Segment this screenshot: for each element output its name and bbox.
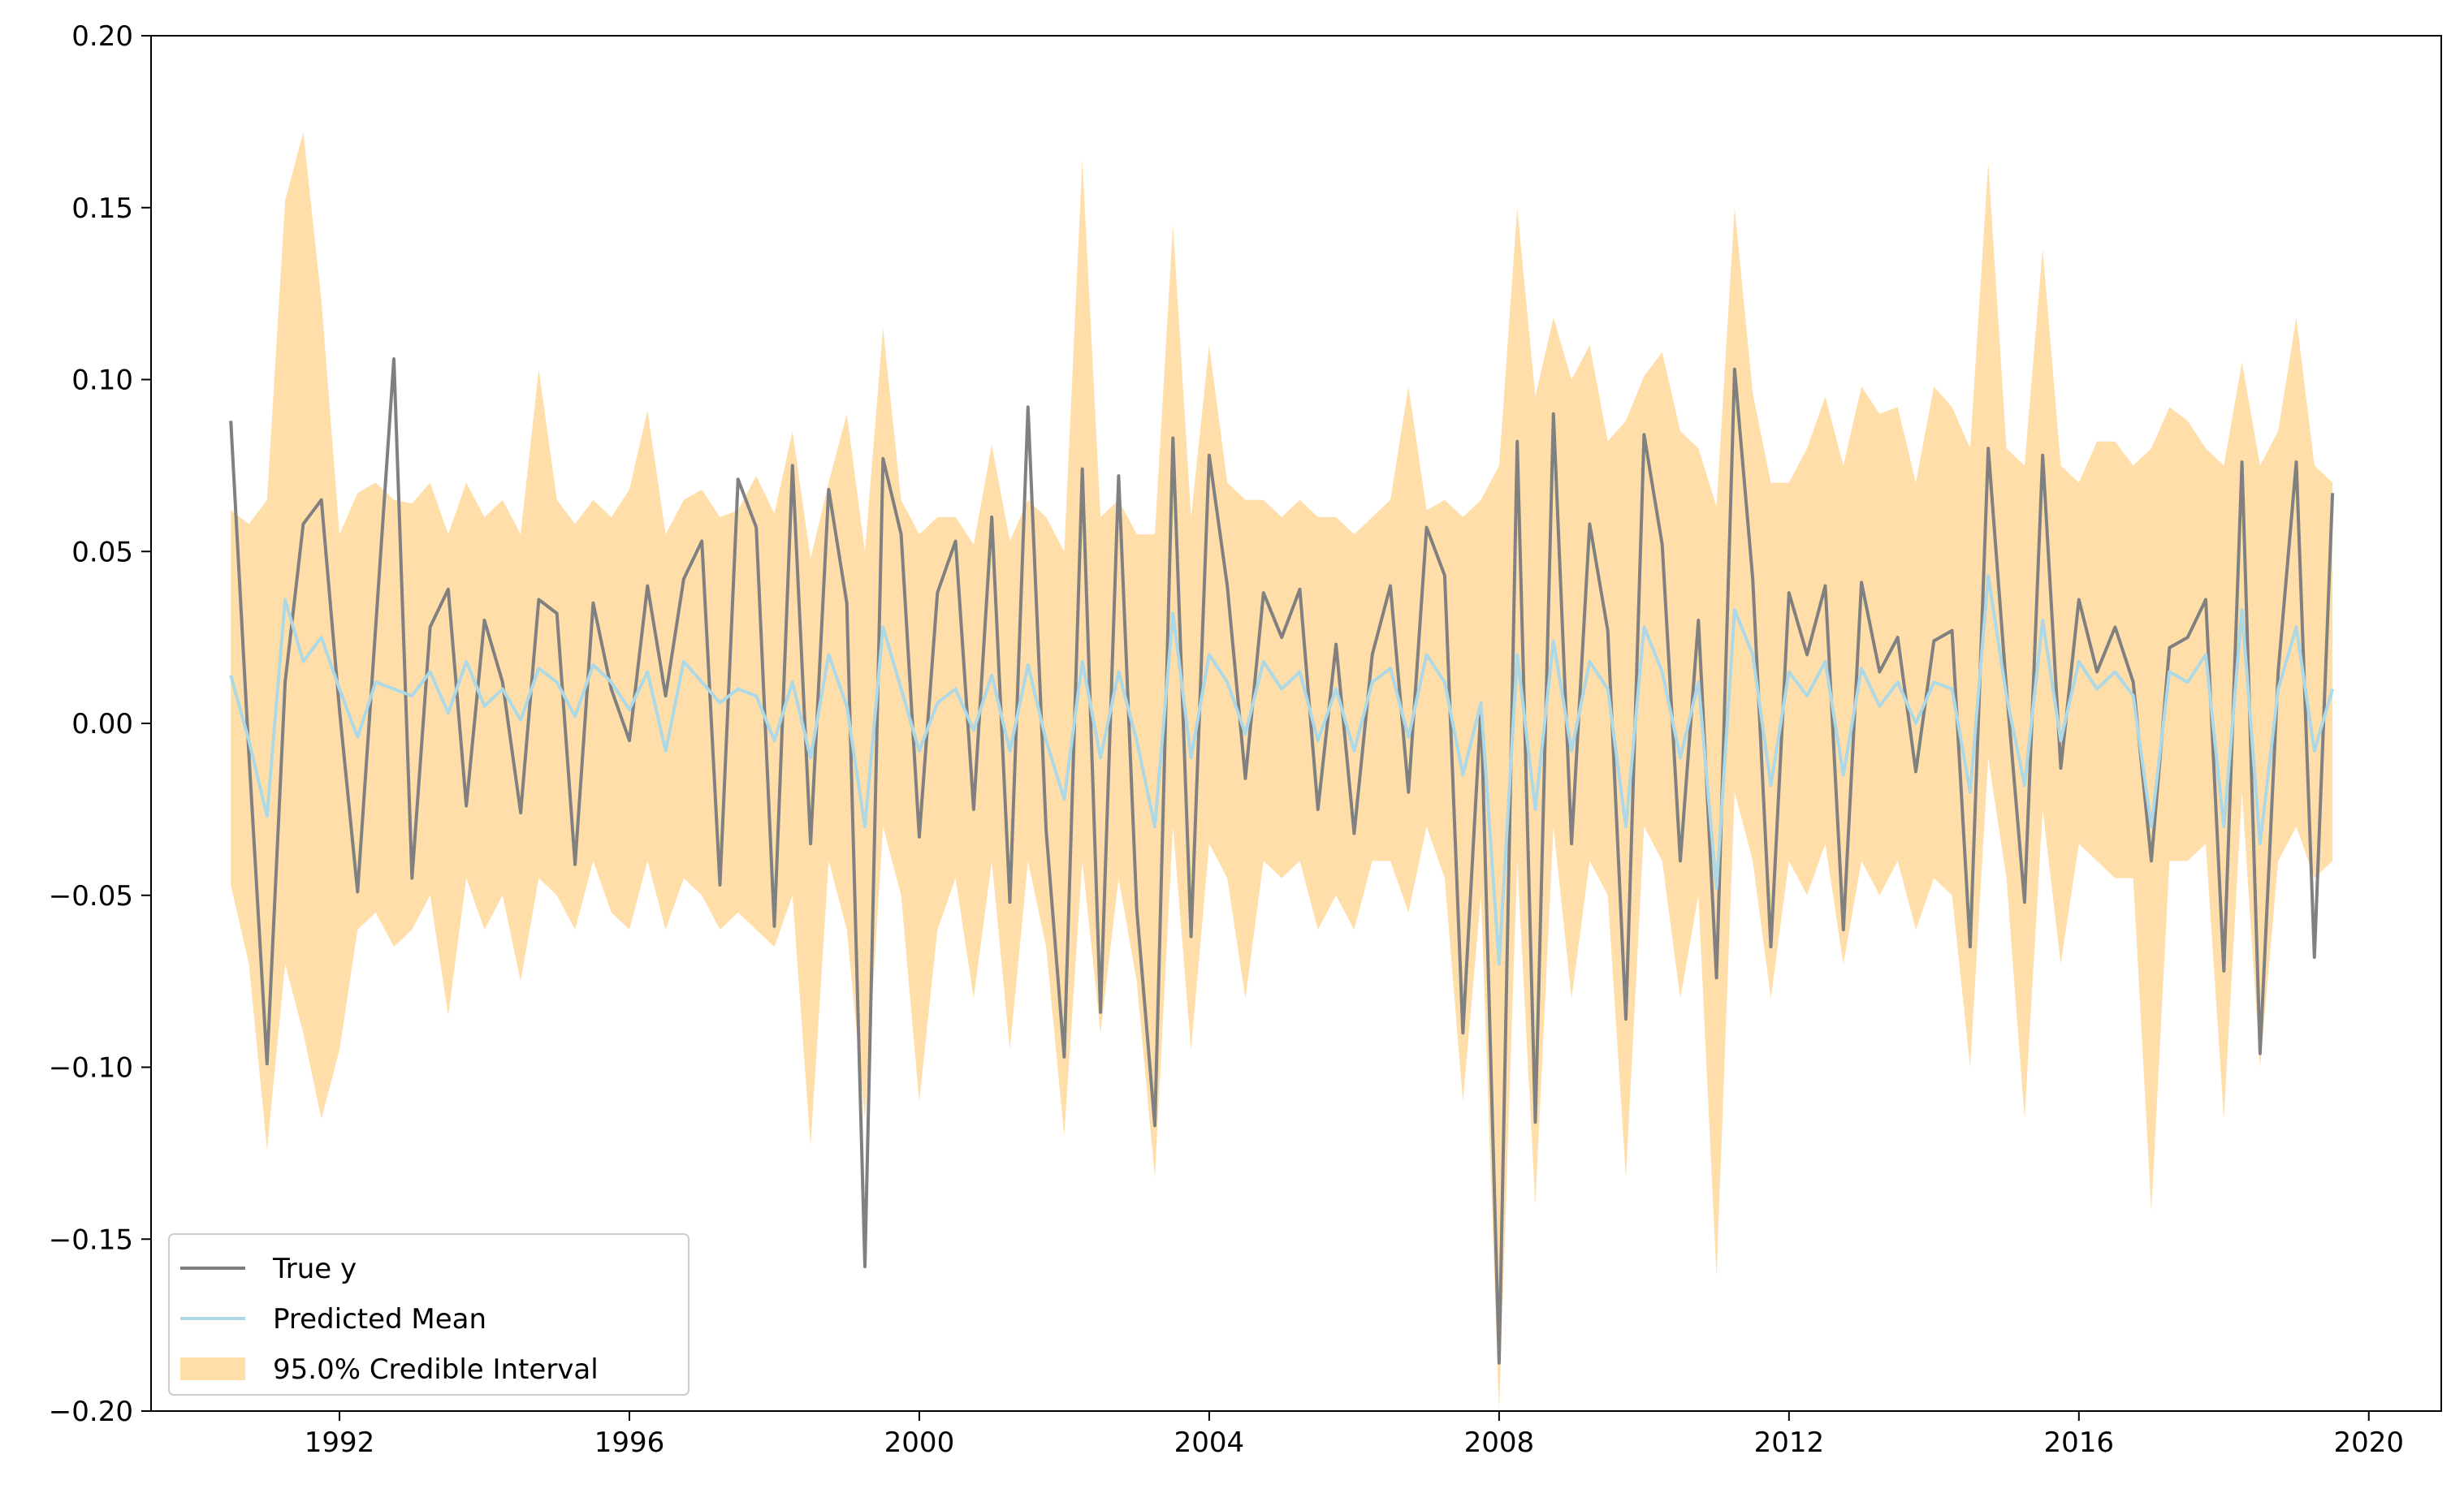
y-tick-label: 0.00 <box>71 708 133 740</box>
x-tick-label: 2000 <box>884 1426 955 1459</box>
legend: True y Predicted Mean 95.0% Credible Inter… <box>168 1233 689 1396</box>
y-tick-label: −0.20 <box>49 1396 133 1428</box>
y-tick-label: 0.10 <box>71 365 133 397</box>
credible-interval-layer <box>231 132 2333 1412</box>
y-tick-label: −0.10 <box>49 1052 133 1085</box>
x-tick-label: 1992 <box>305 1426 375 1459</box>
legend-label-predicted-mean: Predicted Mean <box>273 1303 486 1336</box>
legend-label-true-y: True y <box>272 1253 357 1285</box>
legend-box <box>168 1233 689 1396</box>
series-lines-layer <box>229 357 2335 1365</box>
predicted-mean-line <box>229 573 2335 966</box>
legend-label-95-0-credible-interval: 95.0% Credible Interval <box>273 1353 599 1386</box>
y-tick-label: −0.15 <box>49 1224 133 1256</box>
x-tick-label: 1996 <box>594 1426 665 1459</box>
x-tick-label: 2020 <box>2333 1426 2404 1459</box>
x-tick-label: 2016 <box>2044 1426 2115 1459</box>
x-tick-label: 2004 <box>1174 1426 1245 1459</box>
x-tick-label: 2008 <box>1464 1426 1535 1459</box>
true-y-line <box>229 357 2335 1365</box>
y-tick-label: 0.20 <box>71 20 133 53</box>
y-tick-label: 0.15 <box>71 192 133 225</box>
legend-swatch-95-0-credible-interval <box>180 1357 245 1380</box>
credible-interval-band <box>231 132 2333 1412</box>
y-tick-label: −0.05 <box>49 880 133 913</box>
y-tick-label: 0.05 <box>71 536 133 568</box>
y-axis: 0.20 0.15 0.10 0.05 0.00 −0.05 −0.10 −0.15 −0.20 <box>49 20 151 1428</box>
x-tick-label: 2012 <box>1754 1426 1825 1459</box>
x-axis: 1992 1996 2000 2004 2008 2012 2016 2020 <box>305 1411 2404 1459</box>
